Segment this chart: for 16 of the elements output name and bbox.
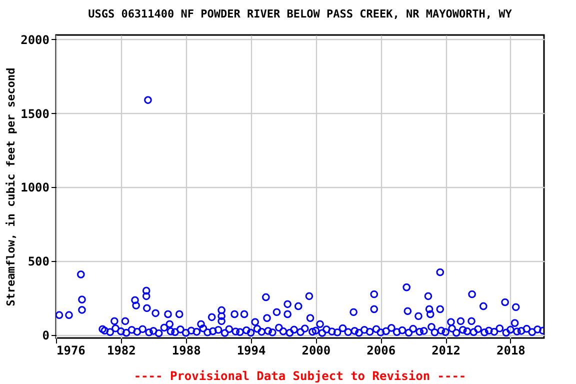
y-tick-label: 2000 [20,32,50,47]
y-tick-label: 0 [42,328,50,343]
x-tick-label: 1982 [106,344,136,358]
x-tick-label: 1994 [236,344,266,358]
chart-title: USGS 06311400 NF POWDER RIVER BELOW PASS CREEK, NR MAYOWORTH, WY [88,7,512,20]
y-axis-title: Streamflow, in cubic feet per second [4,68,18,306]
x-tick-label: 2018 [496,344,526,358]
y-tick-label: 500 [28,254,50,269]
y-tick-label: 1500 [20,106,50,121]
text: ---- Provisional Data Subject to Revision ---- [134,369,466,383]
x-tick-label: 1976 [56,344,86,358]
x-tick-label: 1988 [172,344,201,358]
x-tick-label: 2000 [302,344,331,358]
x-tick-label: 2012 [432,344,460,358]
y-tick-label: 1000 [20,180,50,195]
x-tick-label: 2006 [366,344,396,358]
